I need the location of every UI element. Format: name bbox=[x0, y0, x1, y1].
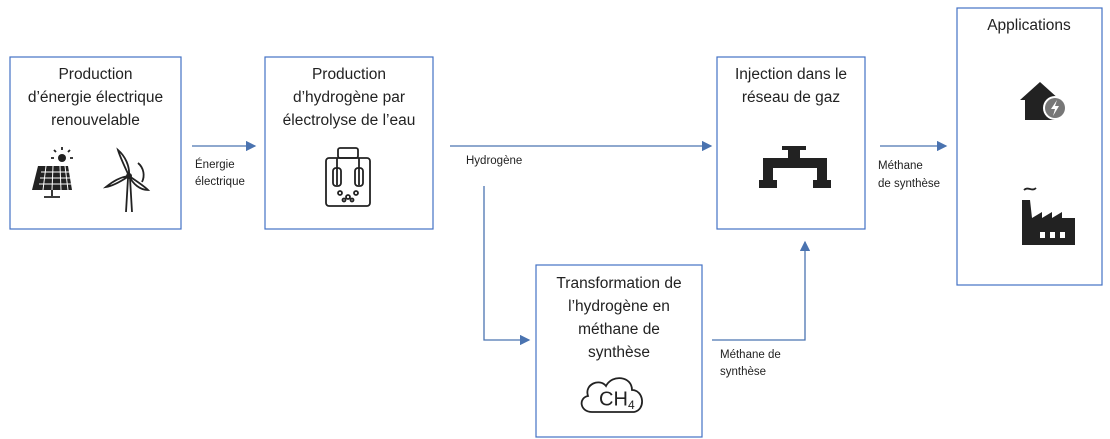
arrow bbox=[712, 240, 811, 341]
box-text: synthèse bbox=[588, 344, 650, 361]
box-text: Transformation de bbox=[556, 275, 681, 292]
edge-label: Énergie bbox=[195, 158, 235, 171]
edge-label: Méthane de bbox=[720, 349, 781, 361]
edge-label: synthèse bbox=[720, 366, 766, 378]
box-text: renouvelable bbox=[51, 112, 140, 129]
electrolyzer-icon bbox=[325, 147, 371, 207]
box-text: d’hydrogène par bbox=[293, 89, 405, 106]
pipe-icon bbox=[759, 146, 831, 188]
edge-label: Méthane bbox=[878, 160, 923, 172]
box-text: Applications bbox=[987, 17, 1071, 34]
box-transformation bbox=[535, 264, 703, 438]
wind-icon bbox=[102, 147, 151, 213]
ch4-subscript: 4 bbox=[628, 398, 635, 412]
house-icon bbox=[1020, 82, 1067, 120]
edge-label: électrique bbox=[195, 176, 245, 188]
solar-icon bbox=[32, 147, 73, 198]
box-text: méthane de bbox=[578, 321, 660, 338]
box-text: Production bbox=[312, 66, 386, 83]
edge-label: Hydrogène bbox=[466, 155, 522, 167]
box-injection bbox=[716, 56, 866, 230]
box-text: électrolyse de l’eau bbox=[283, 112, 416, 129]
ch4-text: CH bbox=[599, 388, 628, 410]
box-production-energie bbox=[9, 56, 182, 230]
box-text: Injection dans le bbox=[735, 66, 847, 83]
arrow bbox=[483, 186, 531, 346]
box-text: l’hydrogène en bbox=[568, 298, 670, 315]
factory-icon bbox=[1022, 187, 1075, 245]
edge-label: de synthèse bbox=[878, 178, 940, 190]
box-text: réseau de gaz bbox=[742, 89, 840, 106]
box-text: Production bbox=[58, 66, 132, 83]
box-text: d’énergie électrique bbox=[28, 89, 163, 106]
box-production-hydrogene bbox=[264, 56, 434, 230]
ch4-icon: CH 4 bbox=[580, 377, 643, 413]
